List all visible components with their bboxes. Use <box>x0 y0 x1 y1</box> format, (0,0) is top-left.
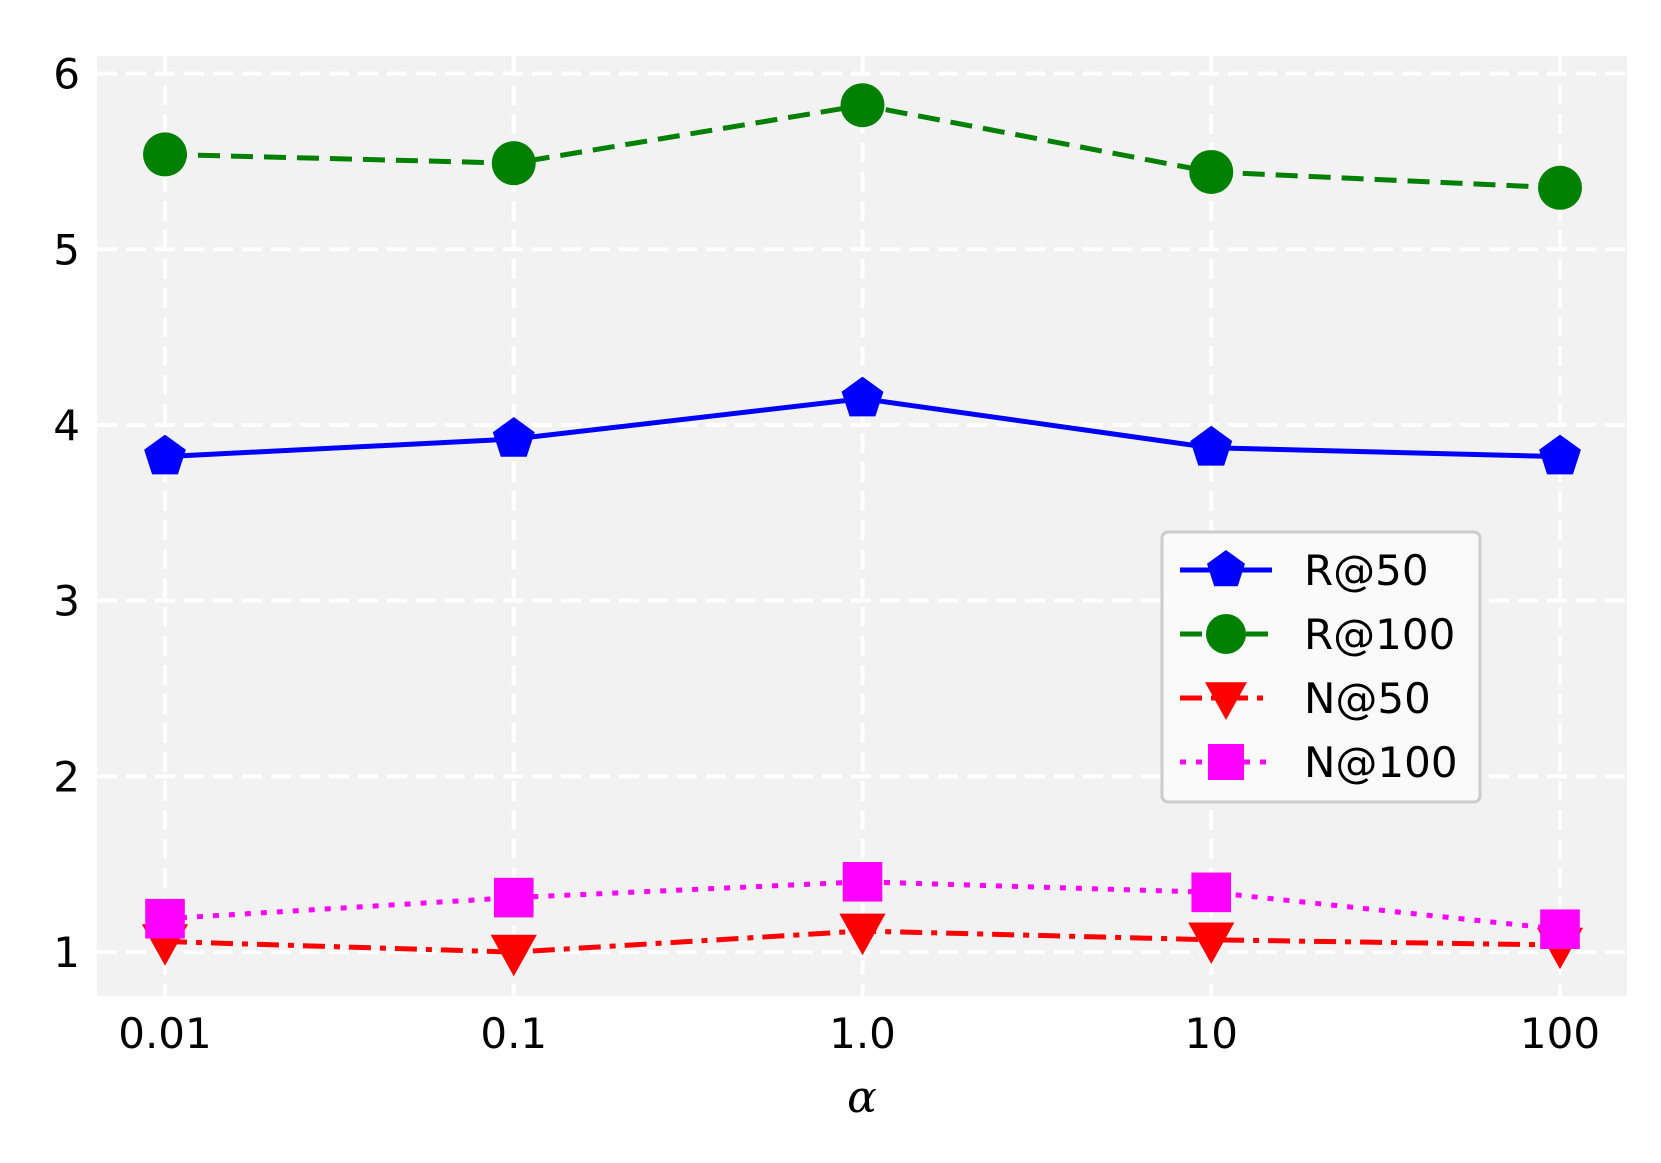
data-point <box>145 898 185 939</box>
y-tick-label: 3 <box>53 577 80 626</box>
legend-label: N@100 <box>1304 738 1458 787</box>
legend-marker <box>1208 744 1244 780</box>
data-point <box>490 934 537 977</box>
legend-label: N@50 <box>1304 674 1431 723</box>
y-tick-label: 5 <box>53 225 80 274</box>
series-r-at-100 <box>143 83 1582 210</box>
data-point <box>1538 165 1582 210</box>
data-point <box>840 83 885 128</box>
legend-marker <box>1207 550 1245 587</box>
data-point <box>493 877 534 918</box>
series-r-at-50 <box>144 376 1581 475</box>
data-point <box>1540 909 1580 950</box>
data-point <box>1191 872 1232 913</box>
x-tick-label: 1.0 <box>829 1009 896 1058</box>
x-tick-label: 0.1 <box>480 1009 547 1058</box>
x-axis-label: α <box>847 1072 877 1123</box>
x-axis: 0.01 0.1 1.0 10 100 <box>118 1009 1600 1058</box>
data-point <box>144 434 186 475</box>
series-group <box>141 83 1584 977</box>
data-point <box>1189 149 1234 194</box>
legend-label: R@100 <box>1304 610 1455 659</box>
data-point <box>841 376 884 417</box>
x-tick-label: 100 <box>1520 1009 1600 1058</box>
legend-item: N@100 <box>1180 738 1458 787</box>
y-axis: 1 2 3 4 5 6 <box>53 50 80 978</box>
legend-item: R@50 <box>1180 546 1429 595</box>
legend-item: N@50 <box>1180 674 1431 723</box>
y-tick-label: 2 <box>53 752 80 801</box>
data-point <box>143 132 187 177</box>
y-tick-label: 1 <box>53 928 80 977</box>
data-point <box>492 417 535 457</box>
x-tick-label: 10 <box>1185 1009 1238 1058</box>
data-point <box>1188 922 1235 965</box>
legend-label: R@50 <box>1304 546 1429 595</box>
legend-box <box>1160 530 1482 804</box>
y-tick-label: 4 <box>53 401 80 450</box>
data-point <box>1190 425 1233 466</box>
data-point <box>839 913 886 956</box>
y-tick-label: 6 <box>53 50 80 99</box>
x-tick-label: 0.01 <box>118 1009 212 1058</box>
legend-marker <box>1206 614 1246 654</box>
data-point <box>842 861 883 902</box>
legend: R@50 R@100 N@50 N@100 <box>1160 530 1482 804</box>
data-point <box>491 141 536 186</box>
data-point <box>1539 434 1581 475</box>
legend-marker <box>1205 682 1247 721</box>
series-n-at-100 <box>145 861 1580 950</box>
legend-item: R@100 <box>1180 610 1455 659</box>
